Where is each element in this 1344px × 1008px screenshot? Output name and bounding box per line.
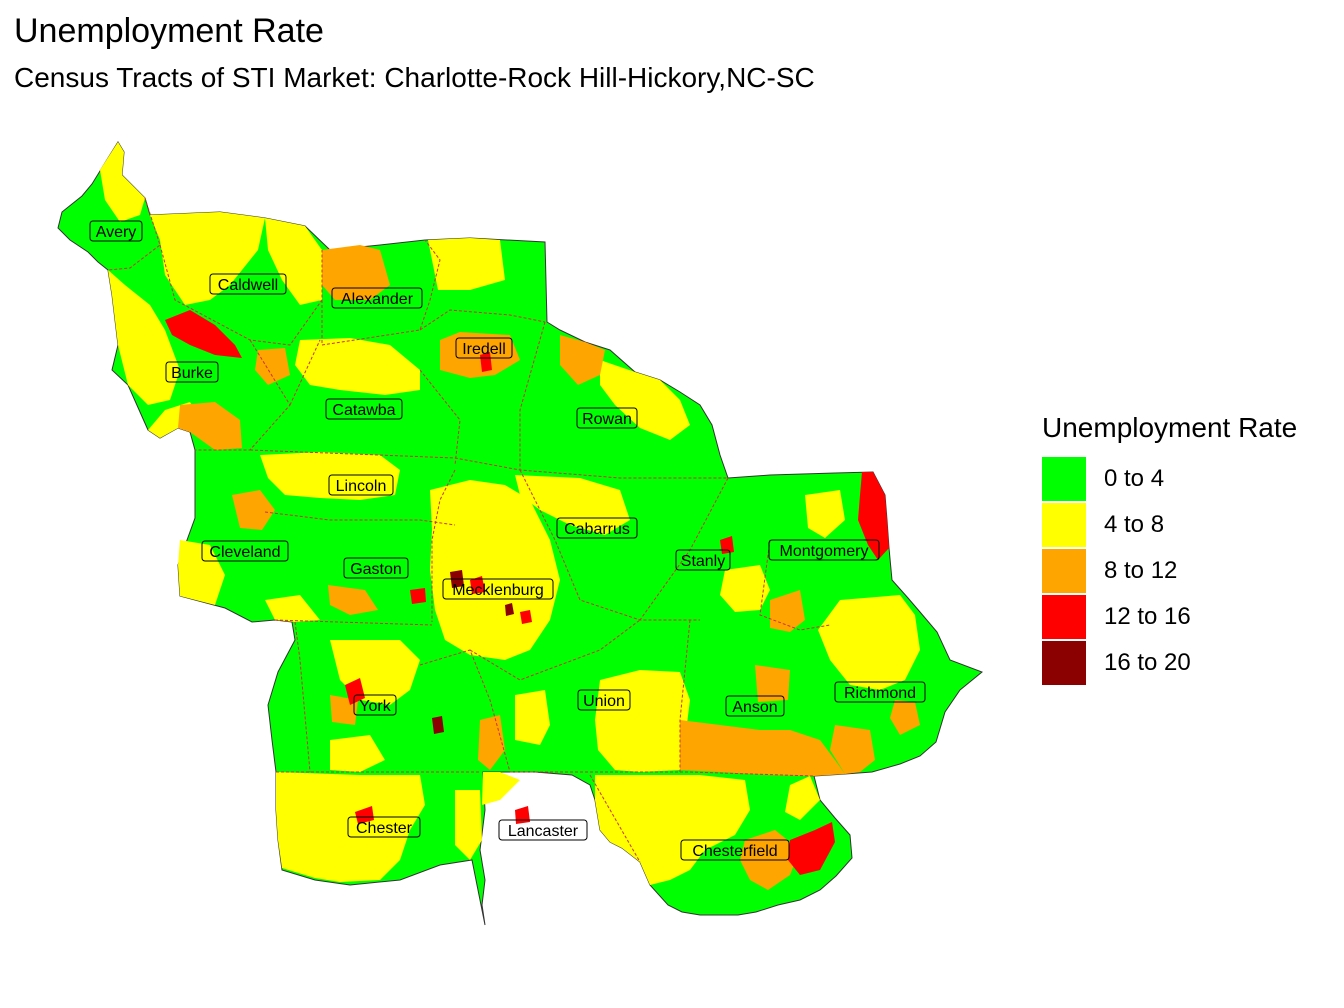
county-label-gaston: Gaston [343,557,409,579]
svg-text:Union: Union [583,693,625,710]
legend-label: 4 to 8 [1104,511,1165,538]
legend-label: 0 to 4 [1104,465,1165,492]
county-label-anson: Anson [725,695,785,717]
svg-text:Rowan: Rowan [582,411,632,428]
county-label-cabarrus: Cabarrus [556,517,638,539]
legend-label: 12 to 16 [1104,603,1191,630]
legend-swatch [1042,457,1086,501]
legend-swatch [1042,503,1086,547]
legend-swatch [1042,549,1086,593]
legend-item: 0 to 4 [1042,456,1297,502]
legend-item: 4 to 8 [1042,502,1297,548]
legend-label: 8 to 12 [1104,557,1178,584]
map-subtitle: Census Tracts of STI Market: Charlotte-R… [14,62,815,93]
county-label-york: York [353,694,397,716]
svg-text:Avery: Avery [96,224,137,241]
legend-swatch [1042,641,1086,685]
svg-text:Cabarrus: Cabarrus [564,521,630,538]
svg-text:Stanly: Stanly [681,553,725,570]
svg-text:Alexander: Alexander [341,291,414,308]
svg-text:Mecklenburg: Mecklenburg [452,582,544,599]
county-label-alexander: Alexander [331,287,423,309]
legend-item: 12 to 16 [1042,594,1297,640]
svg-text:Chesterfield: Chesterfield [692,843,777,860]
county-label-avery: Avery [89,220,143,242]
county-label-montgomery: Montgomery [768,539,880,561]
legend-title: Unemployment Rate [1042,412,1298,443]
county-label-burke: Burke [165,361,219,383]
svg-text:Chester: Chester [356,820,413,837]
red-tracts [165,310,889,875]
svg-text:Iredell: Iredell [462,341,506,358]
county-label-lincoln: Lincoln [328,474,394,496]
county-label-iredell: Iredell [455,337,513,359]
county-label-stanly: Stanly [675,549,731,571]
legend-swatch [1042,595,1086,639]
svg-text:Lancaster: Lancaster [508,823,579,840]
legend-item: 8 to 12 [1042,548,1297,594]
svg-text:Gaston: Gaston [350,561,402,578]
county-labels: Avery Caldwell Alexander Iredell Burke C… [89,220,926,861]
svg-text:Caldwell: Caldwell [218,277,278,294]
map-legend: Unemployment Rate 0 to 4 4 to 8 8 to 12 … [1042,412,1297,686]
legend-label: 16 to 20 [1104,649,1191,676]
county-label-caldwell: Caldwell [209,273,287,295]
svg-text:Montgomery: Montgomery [780,543,869,560]
map-title: Unemployment Rate [14,12,324,50]
county-label-mecklenburg: Mecklenburg [442,578,554,600]
svg-text:York: York [359,698,391,715]
svg-text:Catawba: Catawba [332,402,395,419]
svg-text:Lincoln: Lincoln [336,478,387,495]
county-label-cleveland: Cleveland [201,540,289,562]
legend-item: 16 to 20 [1042,640,1297,686]
county-label-lancaster: Lancaster [498,819,588,841]
county-label-chester: Chester [347,816,421,838]
county-label-union: Union [577,689,631,711]
county-boundaries [107,197,831,863]
svg-text:Anson: Anson [732,699,777,716]
county-label-catawba: Catawba [325,398,403,420]
svg-text:Cleveland: Cleveland [209,544,280,561]
svg-text:Richmond: Richmond [844,685,916,702]
county-label-chesterfield: Chesterfield [680,839,790,861]
svg-text:Burke: Burke [171,365,213,382]
county-label-rowan: Rowan [576,407,638,429]
county-label-richmond: Richmond [834,681,926,703]
